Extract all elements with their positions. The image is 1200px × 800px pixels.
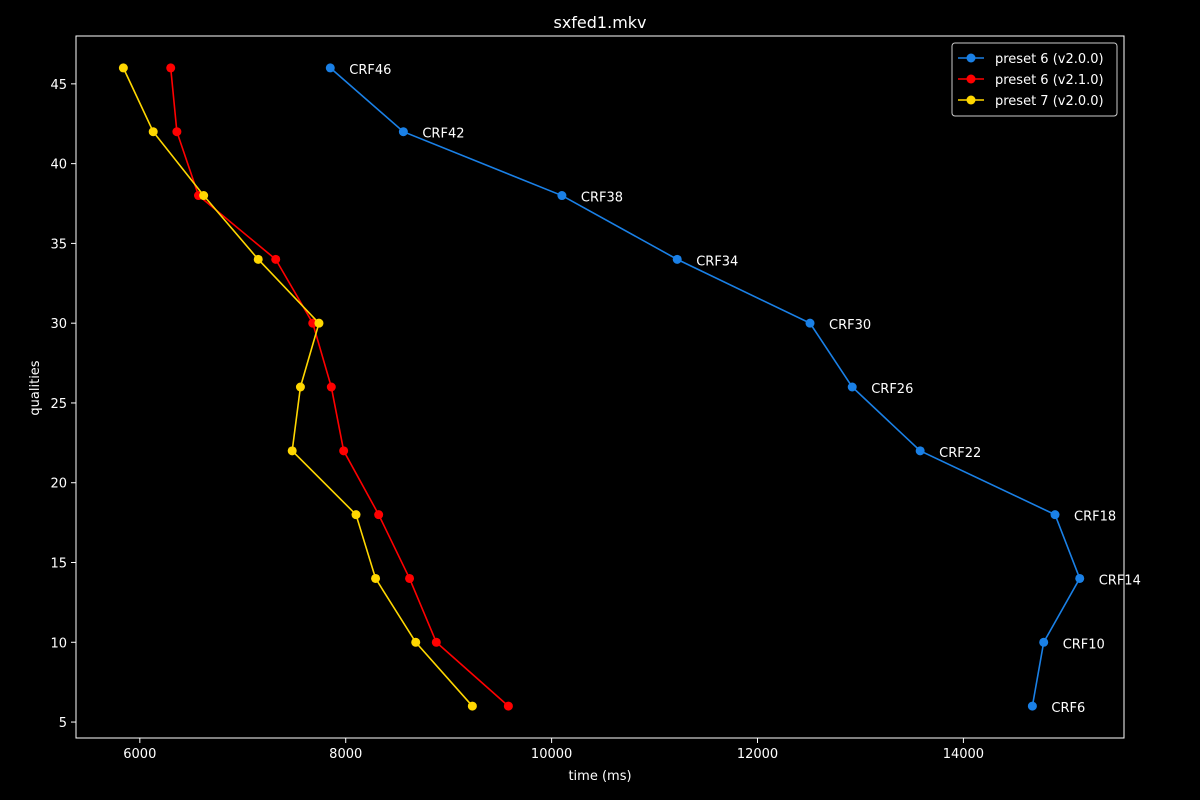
series-3 (118, 63, 477, 711)
data-point (287, 446, 297, 456)
y-tick-label: 15 (50, 557, 67, 572)
legend-marker (966, 95, 976, 105)
data-point (411, 637, 421, 647)
data-point (339, 446, 349, 456)
point-label: CRF38 (581, 191, 623, 206)
point-label: CRF46 (349, 63, 391, 78)
y-tick-label: 10 (50, 636, 67, 651)
legend-label: preset 7 (v2.0.0) (995, 94, 1104, 109)
data-point (172, 127, 182, 137)
point-label: CRF10 (1063, 637, 1105, 652)
x-tick-label: 14000 (943, 747, 984, 762)
data-point (1039, 637, 1049, 647)
y-axis-label: qualities (28, 360, 43, 415)
series-layer: CRF46 CRF42 CRF38 CRF34 CRF30 CRF26 CRF22 CRF18… (118, 63, 1141, 716)
y-tick-label: 40 (50, 158, 67, 173)
y-tick-label: 30 (50, 317, 67, 332)
y-tick-label: 35 (50, 237, 67, 252)
data-point (314, 318, 324, 328)
data-point (374, 510, 384, 520)
data-point (503, 701, 513, 711)
y-tick-label: 20 (50, 477, 67, 492)
data-point (118, 63, 128, 73)
legend-marker (966, 74, 976, 84)
point-label: CRF26 (871, 382, 913, 397)
data-point (253, 254, 263, 264)
data-point (915, 446, 925, 456)
data-point (467, 701, 477, 711)
data-point (371, 573, 381, 583)
point-label: CRF6 (1051, 701, 1085, 716)
x-tick-label: 6000 (123, 747, 156, 762)
y-axis: 5 10 15 20 25 30 35 40 45 (50, 78, 76, 731)
data-point (398, 127, 408, 137)
series-1: CRF46 CRF42 CRF38 CRF34 CRF30 CRF26 CRF22 CRF18… (325, 63, 1141, 716)
x-tick-label: 8000 (329, 747, 362, 762)
data-point (271, 254, 281, 264)
x-axis-label: time (ms) (568, 769, 631, 784)
plot-area (75, 35, 1125, 739)
point-label: CRF42 (422, 127, 464, 142)
data-point (308, 318, 318, 328)
data-point (1027, 701, 1037, 711)
legend: preset 6 (v2.0.0) preset 6 (v2.1.0) preset… (951, 42, 1118, 117)
point-label: CRF18 (1074, 510, 1116, 525)
legend-item: preset 6 (v2.1.0) (958, 73, 1104, 88)
y-tick-label: 25 (50, 397, 67, 412)
data-point (148, 127, 158, 137)
x-axis: 6000 8000 10000 12000 14000 (123, 738, 984, 762)
data-point (405, 573, 415, 583)
data-point (672, 254, 682, 264)
data-point (166, 63, 176, 73)
y-tick-label: 5 (59, 716, 67, 731)
legend-label: preset 6 (v2.1.0) (995, 73, 1104, 88)
x-tick-label: 10000 (531, 747, 572, 762)
y-tick-label: 45 (50, 78, 67, 93)
data-point (431, 637, 441, 647)
point-label: CRF34 (696, 254, 738, 269)
point-label: CRF30 (829, 318, 871, 333)
legend-marker (966, 53, 976, 63)
data-point (351, 510, 361, 520)
data-point (847, 382, 857, 392)
series-2 (166, 63, 513, 711)
legend-box (951, 42, 1118, 117)
data-point (326, 382, 336, 392)
data-point (557, 191, 567, 201)
data-point (805, 318, 815, 328)
data-point (1050, 510, 1060, 520)
legend-label: preset 6 (v2.0.0) (995, 52, 1104, 67)
data-point (199, 191, 209, 201)
point-label: CRF14 (1099, 573, 1141, 588)
data-point (1075, 573, 1085, 583)
data-point (325, 63, 335, 73)
point-label: CRF22 (939, 446, 981, 461)
data-point (295, 382, 305, 392)
chart-title: sxfed1.mkv (553, 13, 646, 32)
legend-item: preset 6 (v2.0.0) (958, 52, 1104, 67)
legend-item: preset 7 (v2.0.0) (958, 94, 1104, 109)
x-tick-label: 12000 (737, 747, 778, 762)
